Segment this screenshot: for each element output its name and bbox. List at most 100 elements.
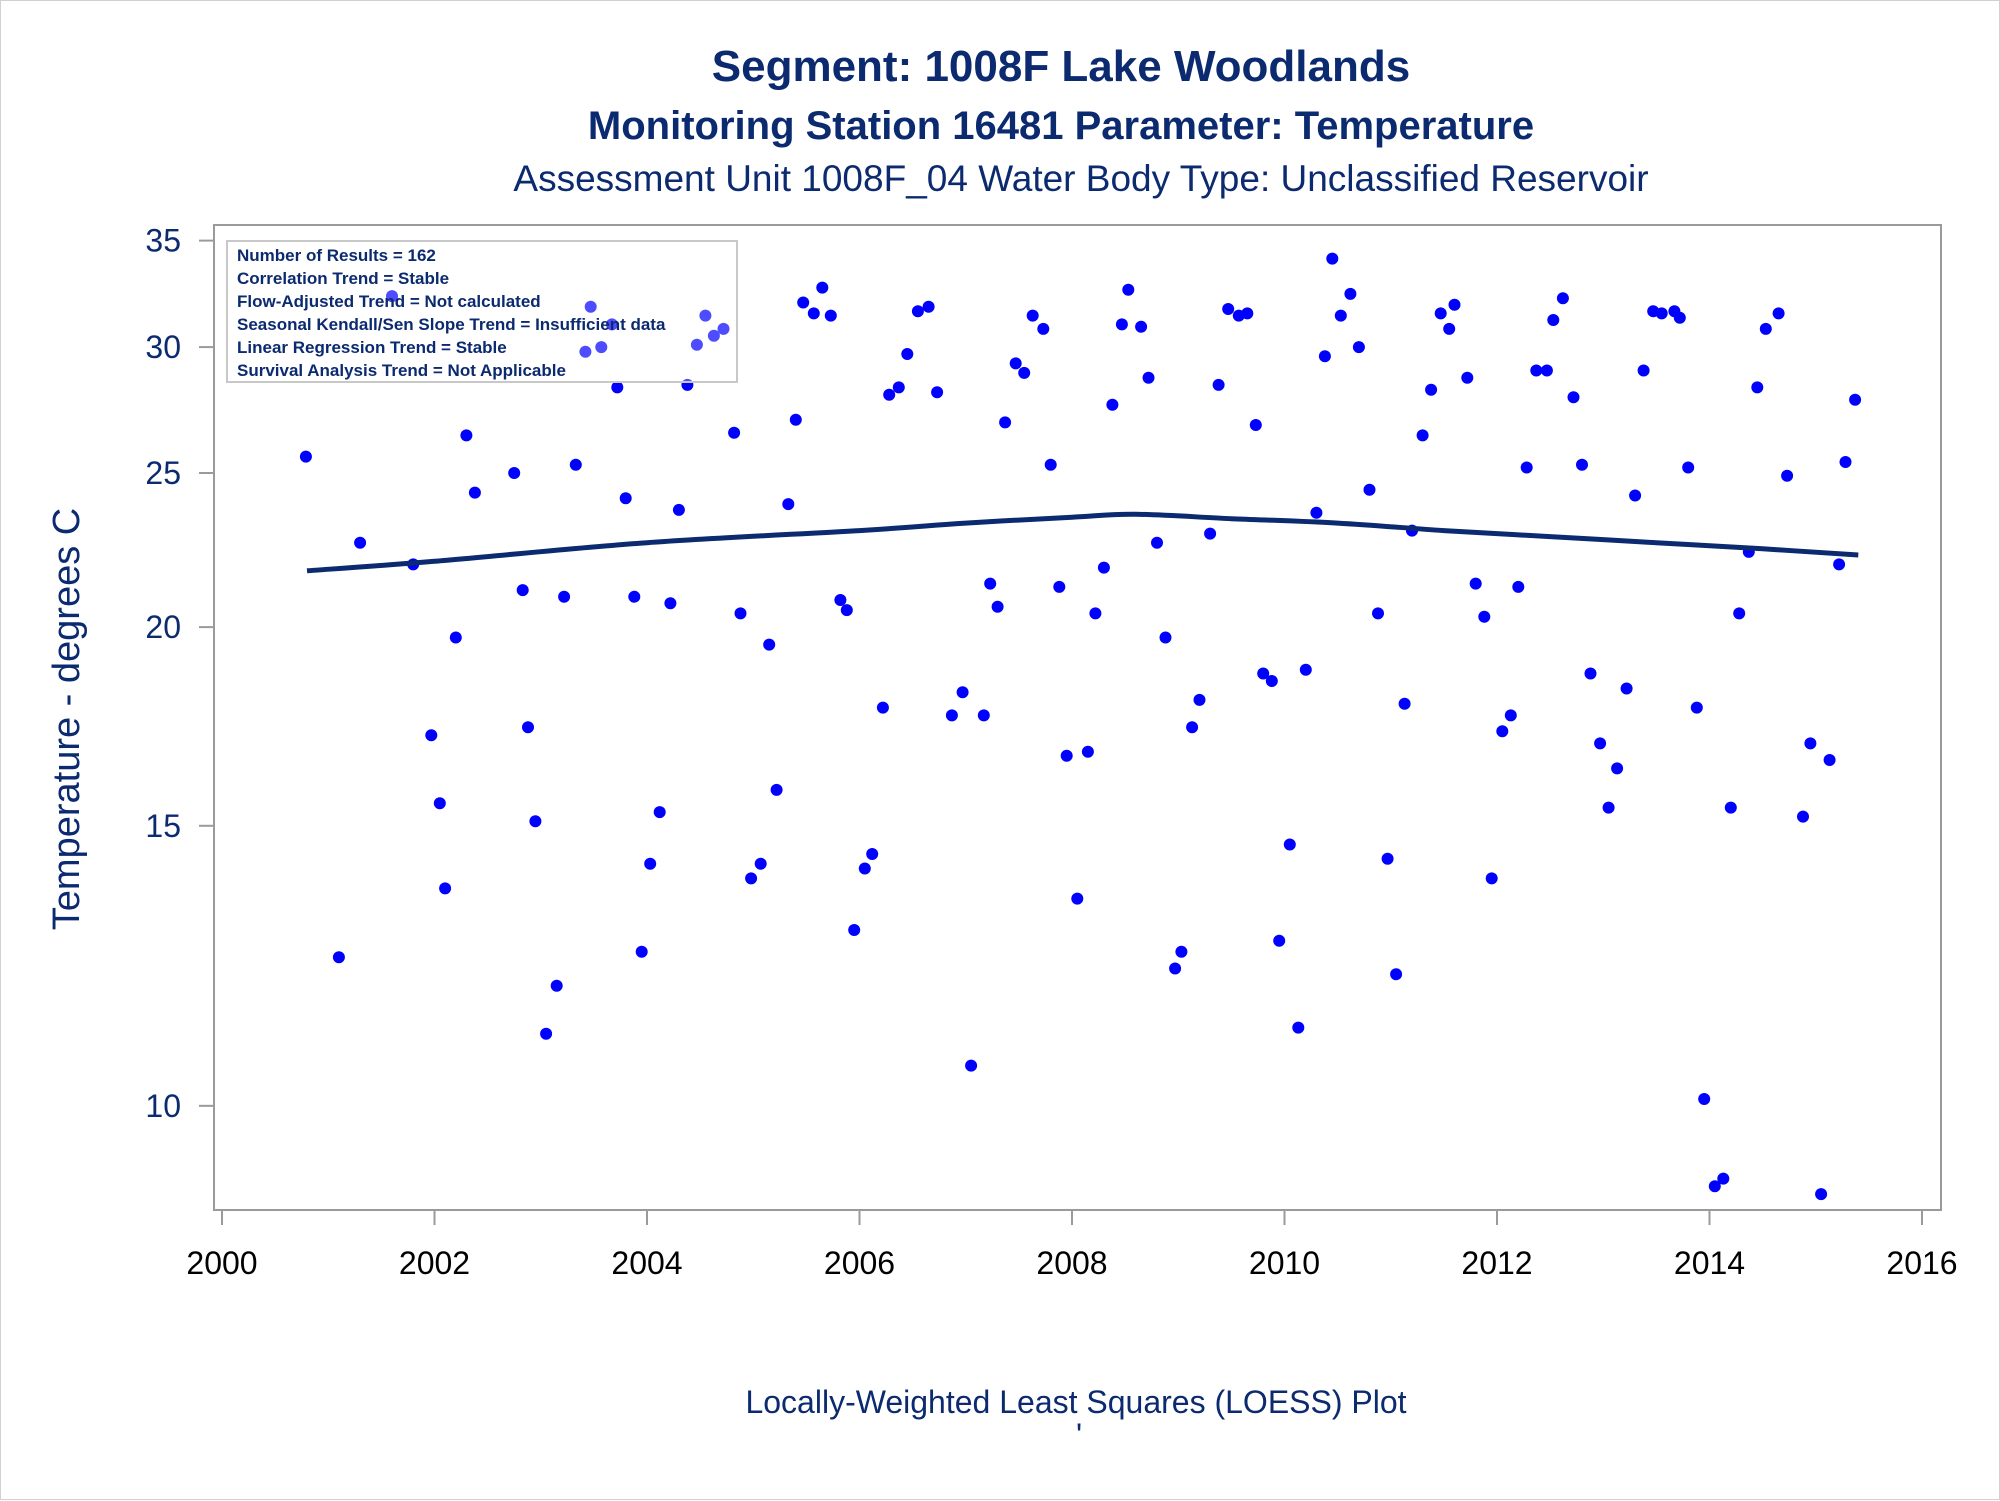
y-tick-label: 35 [145,223,181,259]
data-point [1390,968,1403,981]
data-point [1530,364,1543,377]
inset-line-flow-adjusted: Flow-Adjusted Trend = Not calculated [237,292,541,311]
data-point [789,413,802,426]
data-point [1318,350,1331,363]
data-point [1257,667,1270,680]
data-point [1372,607,1384,620]
data-point [1520,461,1533,474]
data-point [901,348,914,360]
data-point [550,979,563,992]
data-points [299,252,1862,1201]
data-point [840,604,853,617]
inset-line-correlation: Correlation Trend = Stable [237,269,449,288]
data-point [1169,962,1182,975]
data-point [1540,364,1553,377]
data-point [516,584,529,597]
data-point [922,300,935,313]
data-point [1655,307,1668,320]
data-point [1009,357,1022,370]
data-point [1797,810,1809,823]
data-point [1611,762,1624,775]
data-point [433,797,446,810]
data-point [1772,307,1785,320]
data-point [1026,309,1039,322]
data-point [797,296,810,309]
data-point [1175,945,1188,958]
data-point [1115,318,1128,331]
data-point [354,536,367,549]
data-point [1708,1180,1721,1193]
data-point [1833,558,1846,571]
data-point [1512,580,1525,593]
data-point [1637,364,1650,377]
data-point [1310,506,1323,519]
data-point [1265,675,1278,687]
data-point [628,590,641,603]
data-point [876,701,889,714]
plot-area [213,224,1942,1211]
data-point [1381,852,1394,865]
data-point [1425,383,1438,396]
data-point [1159,631,1172,644]
data-point [540,1027,553,1040]
data-point [991,600,1004,613]
y-tick-label: 15 [145,808,181,844]
data-point [1839,456,1852,468]
data-point [584,300,597,313]
data-point [1060,749,1073,762]
chart-subtitle-station: Monitoring Station 16481 Parameter: Temp… [588,104,1534,148]
data-point [1461,371,1474,384]
data-point [672,503,685,516]
data-point [1142,371,1155,384]
data-point [1594,737,1607,750]
data-point [848,924,861,936]
inset-line-linear-regression: Linear Regression Trend = Stable [237,338,507,357]
data-point [299,450,312,463]
x-tick-label: 2002 [399,1245,470,1281]
data-point [824,309,837,322]
data-point [664,597,677,610]
data-point [1620,682,1633,695]
data-point [690,338,703,351]
x-tick-label: 2000 [186,1245,257,1281]
data-point [1547,314,1560,326]
data-point [999,416,1012,429]
data-point [945,709,958,722]
data-point [883,388,896,401]
data-point [892,381,905,394]
x-axis: 2000 2002 2004 2006 2008 2010 2012 2014 2016 [186,1210,1958,1281]
data-point [1567,391,1580,404]
data-point [439,882,452,895]
data-point [332,951,345,964]
data-point [1434,307,1447,320]
data-point [425,729,438,742]
data-point [699,309,712,322]
data-point [1478,610,1491,623]
x-tick-label: 2014 [1674,1245,1745,1281]
data-point [460,429,473,442]
data-point [1097,561,1110,574]
inset-line-seasonal-kendall: Seasonal Kendall/Sen Slope Trend = Insuf… [237,315,666,334]
data-point [1804,737,1817,750]
data-point [1751,381,1764,394]
data-point [1344,287,1357,300]
data-point [1849,393,1862,406]
data-point [579,345,592,358]
data-point [763,638,776,651]
data-point [1193,693,1206,706]
data-point [717,322,730,335]
data-point [1673,311,1686,324]
y-axis: 10 15 20 25 30 35 [145,223,214,1124]
loess-curve [306,511,1859,574]
data-point [1416,429,1429,442]
data-point [1443,322,1456,335]
footnote: Locally-Weighted Least Squares (LOESS) P… [745,1384,1406,1420]
x-tick-label: 2010 [1249,1245,1320,1281]
trend-summary-inset: Number of Results = 162 Correlation Tren… [226,240,738,383]
data-point [1733,607,1746,620]
data-point [834,594,847,606]
data-point [745,872,758,885]
data-point [1241,307,1254,320]
